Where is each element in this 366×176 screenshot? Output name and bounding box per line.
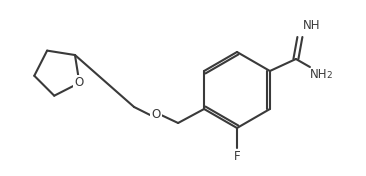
Text: 2: 2 [326, 71, 332, 80]
Text: F: F [234, 150, 240, 163]
Text: NH: NH [303, 19, 320, 32]
Text: O: O [75, 76, 84, 89]
Text: O: O [152, 108, 161, 121]
Text: NH: NH [310, 68, 328, 81]
